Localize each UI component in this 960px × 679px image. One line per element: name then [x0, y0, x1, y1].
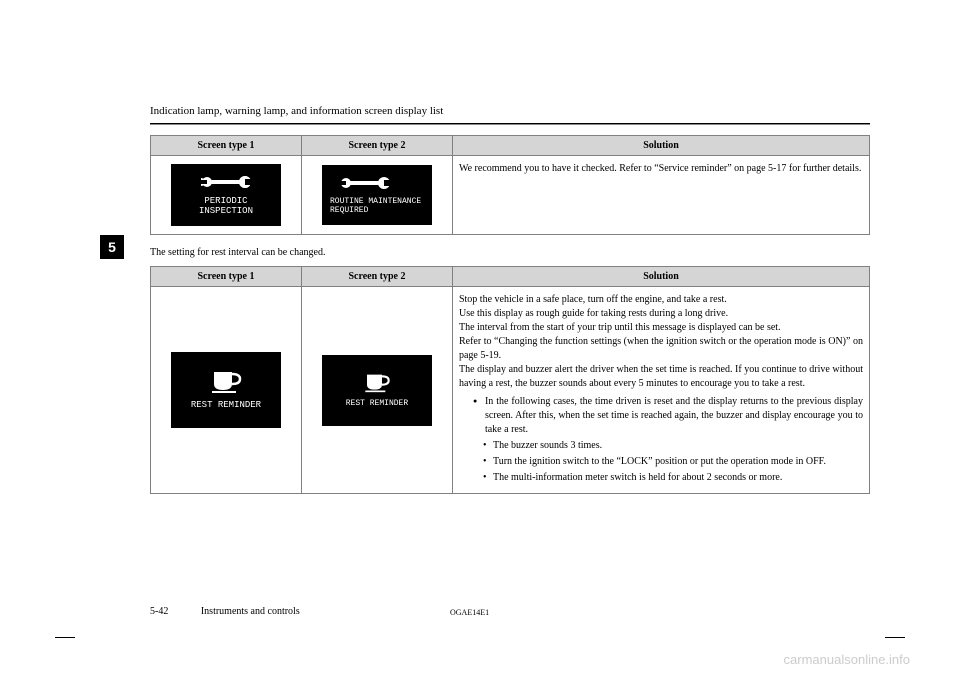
page-footer: 5-42 Instruments and controls	[150, 606, 300, 617]
page-number: 5-42	[150, 606, 168, 617]
routine-maintenance-icon: ROUTINE MAINTENANCE REQUIRED	[322, 165, 432, 225]
cell-solution: We recommend you to have it checked. Ref…	[452, 156, 869, 235]
th-screen-type-1: Screen type 1	[151, 136, 302, 156]
cell-solution: Stop the vehicle in a safe place, turn o…	[452, 287, 869, 494]
table-2: Screen type 1 Screen type 2 Solution RES…	[150, 266, 870, 494]
solution-p2: Use this display as rough guide for taki…	[459, 307, 863, 321]
table-row: PERIODIC INSPECTION ROUTINE MAINTEN	[151, 156, 870, 235]
sub-bullet: The multi-information meter switch is he…	[483, 471, 863, 485]
solution-p3: The interval from the start of your trip…	[459, 321, 863, 335]
th-screen-type-2: Screen type 2	[301, 136, 452, 156]
bullet-list: In the following cases, the time driven …	[473, 395, 863, 485]
icon-label-line2: REQUIRED	[330, 206, 424, 215]
solution-text: We recommend you to have it checked. Ref…	[459, 162, 863, 176]
coffee-cup-icon	[210, 370, 242, 394]
footer-code: OGAE14E1	[450, 608, 489, 617]
icon-label: REST REMINDER	[330, 399, 424, 408]
rest-reminder-icon: REST REMINDER	[322, 355, 432, 426]
bullet-item: In the following cases, the time driven …	[473, 395, 863, 437]
page-header: Indication lamp, warning lamp, and infor…	[150, 105, 870, 117]
icon-label-line1: ROUTINE MAINTENANCE	[330, 197, 424, 206]
solution-p5: The display and buzzer alert the driver …	[459, 363, 863, 391]
icon-label: REST REMINDER	[179, 400, 273, 410]
table-row: REST REMINDER REST REMINDER	[151, 287, 870, 494]
rest-reminder-icon: REST REMINDER	[171, 352, 281, 428]
wrench-icon	[340, 175, 390, 191]
sub-list: The buzzer sounds 3 times. Turn the igni…	[483, 439, 863, 485]
periodic-inspection-icon: PERIODIC INSPECTION	[171, 164, 281, 226]
solution-p1: Stop the vehicle in a safe place, turn o…	[459, 293, 863, 307]
wrench-icon	[201, 174, 251, 190]
table-1: Screen type 1 Screen type 2 Solution	[150, 135, 870, 235]
icon-label-line2: INSPECTION	[179, 206, 273, 216]
th-screen-type-2: Screen type 2	[301, 267, 452, 287]
crop-mark	[885, 637, 905, 639]
crop-mark	[55, 637, 75, 639]
watermark: carmanualsonline.info	[784, 652, 910, 667]
icon-label-line1: PERIODIC	[179, 196, 273, 206]
header-rule	[150, 123, 870, 125]
cell-icon-rest2: REST REMINDER	[301, 287, 452, 494]
th-screen-type-1: Screen type 1	[151, 267, 302, 287]
th-solution: Solution	[452, 267, 869, 287]
sub-bullet: Turn the ignition switch to the “LOCK” p…	[483, 455, 863, 469]
th-solution: Solution	[452, 136, 869, 156]
chapter-tab: 5	[100, 235, 124, 259]
solution-p4: Refer to “Changing the function settings…	[459, 335, 863, 363]
sub-bullet: The buzzer sounds 3 times.	[483, 439, 863, 453]
solution-text: Stop the vehicle in a safe place, turn o…	[459, 293, 863, 485]
cell-icon-rest1: REST REMINDER	[151, 287, 302, 494]
cell-icon-routine: ROUTINE MAINTENANCE REQUIRED	[301, 156, 452, 235]
section-name: Instruments and controls	[201, 606, 300, 617]
note-text: The setting for rest interval can be cha…	[150, 247, 870, 258]
cell-icon-periodic: PERIODIC INSPECTION	[151, 156, 302, 235]
coffee-cup-icon	[363, 373, 391, 393]
